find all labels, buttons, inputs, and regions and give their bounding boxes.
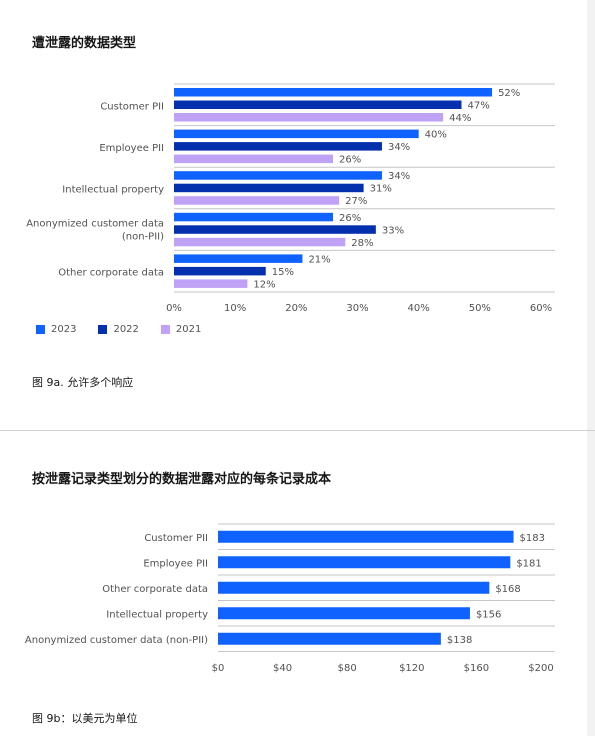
value-label-other-corporate-data-2022: 15%: [272, 267, 294, 278]
value-label-customer-pii-2022: 47%: [467, 101, 489, 112]
legend-swatch-2022: [98, 325, 108, 334]
value-label-cost-intellectual-property: $156: [476, 609, 501, 620]
legend-label-2022: 2022: [113, 324, 139, 335]
chart-a-x-tick: 20%: [285, 303, 307, 314]
bar-employee-pii-2021: [174, 154, 334, 164]
bar-cost-other-corporate-data: [218, 581, 490, 594]
bar-customer-pii-2022: [174, 100, 462, 109]
chart-b-category-label: Customer PII: [144, 533, 208, 544]
bar-cost-employee-pii: [218, 556, 511, 569]
bar-anonymized-customer-data-non-pii-2022: [174, 225, 376, 234]
value-label-employee-pii-2021: 26%: [339, 155, 361, 166]
value-label-intellectual-property-2022: 31%: [370, 184, 392, 195]
value-label-other-corporate-data-2023: 21%: [308, 254, 330, 265]
bar-intellectual-property-2022: [174, 183, 364, 193]
chart-a-title: 遭泄露的数据类型: [32, 36, 137, 51]
chart-a-x-tick: 40%: [408, 303, 430, 314]
bar-anonymized-customer-data-non-pii-2023: [174, 212, 334, 222]
value-label-employee-pii-2022: 34%: [388, 142, 410, 153]
chart-b-x-tick: $120: [399, 663, 424, 674]
value-label-employee-pii-2023: 40%: [425, 130, 447, 141]
legend-label-2023: 2023: [51, 324, 77, 335]
value-label-cost-anonymized-customer-data-non-pii: $138: [447, 635, 472, 646]
chart-b-x-tick: $80: [338, 663, 357, 674]
chart-a-category-label-line2: (non-PII): [122, 232, 164, 243]
value-label-anonymized-customer-data-non-pii-2021: 28%: [351, 238, 373, 249]
bar-intellectual-property-2023: [174, 171, 382, 180]
chart-a-category-label: Intellectual property: [62, 185, 164, 196]
chart-b-x-tick: $0: [212, 663, 225, 674]
bar-customer-pii-2021: [174, 113, 444, 122]
bar-customer-pii-2023: [174, 88, 493, 97]
bar-other-corporate-data-2022: [174, 266, 266, 276]
chart-a-legend: 2023 2022 2021: [36, 324, 201, 335]
chart-a: Customer PII 52% 47%44% Employee PII 40% 34% 2…: [26, 83, 555, 314]
chart-a-category-label: Customer PII: [100, 101, 164, 112]
chart-a-x-tick: 60%: [530, 303, 552, 314]
chart-a-x-tick: 50%: [469, 303, 491, 314]
chart-b-category-label: Anonymized customer data (non-PII): [25, 635, 208, 646]
value-label-cost-employee-pii: $181: [516, 558, 541, 569]
legend-swatch-2023: [36, 325, 45, 334]
chart-b: Customer PII $183 Employee PII $181 Other co…: [25, 523, 555, 674]
chart-b-caption: 图 9b：以美元为单位: [32, 712, 138, 725]
right-edge-strip: [587, 0, 595, 736]
bar-other-corporate-data-2023: [174, 254, 303, 263]
chart-b-title: 按泄露记录类型划分的数据泄露对应的每条记录成本: [32, 472, 332, 487]
bar-cost-customer-pii: [218, 530, 514, 543]
section-divider: [0, 430, 595, 431]
chart-a-caption: 图 9a. 允许多个响应: [32, 376, 134, 389]
chart-a-x-tick: 30%: [346, 303, 368, 314]
chart-a-x-tick: 10%: [224, 303, 246, 314]
value-label-cost-other-corporate-data: $168: [495, 584, 520, 595]
chart-b-category-label: Employee PII: [143, 558, 208, 569]
legend-swatch-2021: [160, 325, 170, 334]
legend-item-2023: 2023: [36, 324, 76, 335]
chart-a-category-label: Anonymized customer data: [26, 219, 164, 230]
value-label-customer-pii-2023: 52%: [498, 88, 520, 99]
chart-a-category-label: Employee PII: [99, 143, 164, 154]
bar-anonymized-customer-data-non-pii-2021: [174, 237, 346, 247]
value-label-customer-pii-2021: 44%: [449, 113, 471, 124]
value-label-cost-customer-pii: $183: [520, 533, 545, 544]
chart-b-x-tick: $40: [273, 663, 292, 674]
bar-employee-pii-2023: [174, 129, 419, 139]
value-label-anonymized-customer-data-non-pii-2023: 26%: [339, 213, 361, 224]
chart-a-category-label: Other corporate data: [58, 268, 164, 279]
bar-employee-pii-2022: [174, 142, 382, 151]
legend-item-2022: 2022: [98, 324, 139, 335]
bar-cost-anonymized-customer-data-non-pii: [218, 632, 441, 645]
legend-item-2021: 2021: [160, 324, 202, 335]
chart-a-x-tick: 0%: [166, 303, 182, 314]
chart-b-category-label: Other corporate data: [102, 584, 208, 595]
value-label-intellectual-property-2021: 27%: [345, 196, 367, 207]
chart-b-x-tick: $200: [528, 663, 553, 674]
value-label-intellectual-property-2023: 34%: [388, 171, 410, 182]
chart-b-x-tick: $160: [464, 663, 489, 674]
bar-intellectual-property-2021: [174, 196, 340, 205]
bar-other-corporate-data-2021: [174, 279, 248, 288]
chart-b-category-label: Intellectual property: [106, 609, 208, 620]
legend-label-2021: 2021: [175, 324, 202, 335]
value-label-anonymized-customer-data-non-pii-2022: 33%: [382, 225, 404, 236]
bar-cost-intellectual-property: [218, 607, 470, 620]
value-label-other-corporate-data-2021: 12%: [253, 279, 275, 290]
